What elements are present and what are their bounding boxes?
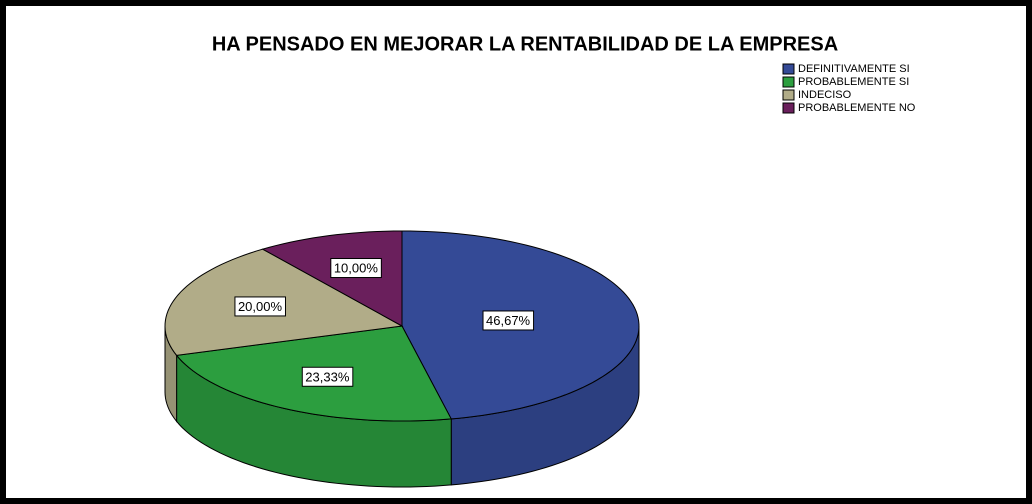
data-label-box — [482, 310, 535, 331]
legend-swatch — [782, 76, 795, 88]
legend-label: PROBABLEMENTE NO — [798, 102, 916, 114]
slice — [261, 230, 403, 327]
data-label: 46,67% — [486, 313, 531, 328]
chart-title: HA PENSADO EN MEJORAR LA RENTABILIDAD DE… — [212, 33, 838, 55]
legend-label: PROBABLEMENTE SI — [798, 76, 909, 88]
legend-swatch — [782, 102, 795, 114]
data-label: 10,00% — [334, 261, 379, 276]
data-label-box — [330, 258, 382, 279]
legend-label: INDECISO — [798, 89, 852, 101]
data-label: 23,33% — [305, 369, 350, 384]
legend-swatch — [782, 89, 795, 101]
data-label-box — [234, 296, 286, 317]
data-label: 20,00% — [238, 299, 283, 314]
legend-label: DEFINITIVAMENTE SI — [798, 63, 910, 75]
data-label-box — [301, 366, 354, 387]
legend-swatch — [782, 63, 795, 75]
